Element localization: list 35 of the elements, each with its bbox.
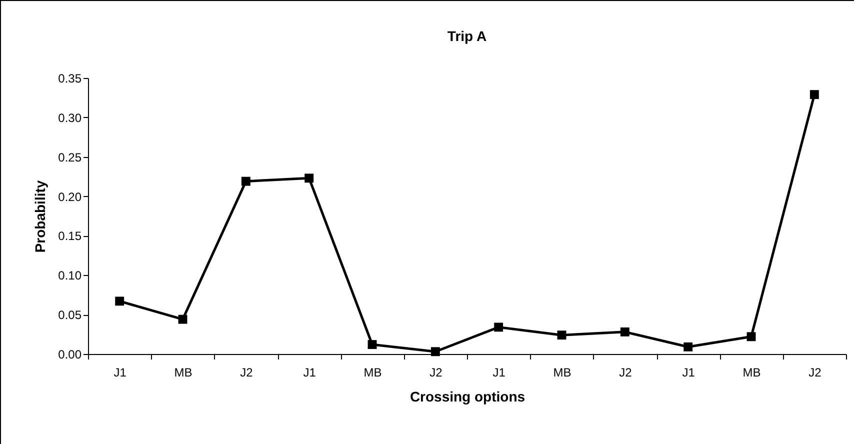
x-tick-label: J1 bbox=[114, 366, 127, 380]
point bbox=[620, 327, 630, 336]
point bbox=[115, 296, 124, 306]
point bbox=[557, 330, 566, 340]
point bbox=[684, 342, 693, 352]
x-tick-label: MB bbox=[553, 366, 572, 380]
x-tick-label: MB bbox=[364, 366, 382, 380]
y-tick-label: 0.15 bbox=[58, 229, 82, 244]
point bbox=[178, 314, 188, 324]
x-tick-label: J2 bbox=[430, 366, 443, 380]
y-tick-label: 0.05 bbox=[58, 308, 82, 322]
y-axis-title: Probability bbox=[32, 180, 48, 253]
y-tick-label: 0.30 bbox=[58, 110, 82, 125]
y-tick-label: 0.10 bbox=[58, 268, 82, 283]
y-tick-label: 0.35 bbox=[58, 72, 82, 86]
x-tick-label: MB bbox=[174, 366, 192, 380]
point bbox=[746, 332, 756, 342]
x-tick-label: J1 bbox=[303, 366, 316, 380]
point bbox=[810, 90, 819, 100]
x-tick-label: J2 bbox=[619, 366, 632, 380]
point bbox=[304, 174, 314, 183]
point bbox=[241, 176, 250, 186]
y-tick-label: 0.25 bbox=[58, 150, 82, 164]
x-axis-title: Crossing options bbox=[410, 388, 526, 404]
x-tick-label: J2 bbox=[240, 366, 254, 380]
point bbox=[368, 340, 377, 350]
x-tick-label: J1 bbox=[492, 366, 506, 380]
y-tick-label: 0.00 bbox=[58, 348, 82, 362]
chart-title: Trip A bbox=[447, 28, 487, 44]
x-tick-label: MB bbox=[742, 366, 761, 380]
x-tick-label: J1 bbox=[682, 366, 696, 380]
point bbox=[494, 322, 504, 332]
point bbox=[430, 347, 440, 356]
y-tick-label: 0.20 bbox=[58, 190, 82, 204]
x-tick-label: J2 bbox=[808, 366, 822, 380]
